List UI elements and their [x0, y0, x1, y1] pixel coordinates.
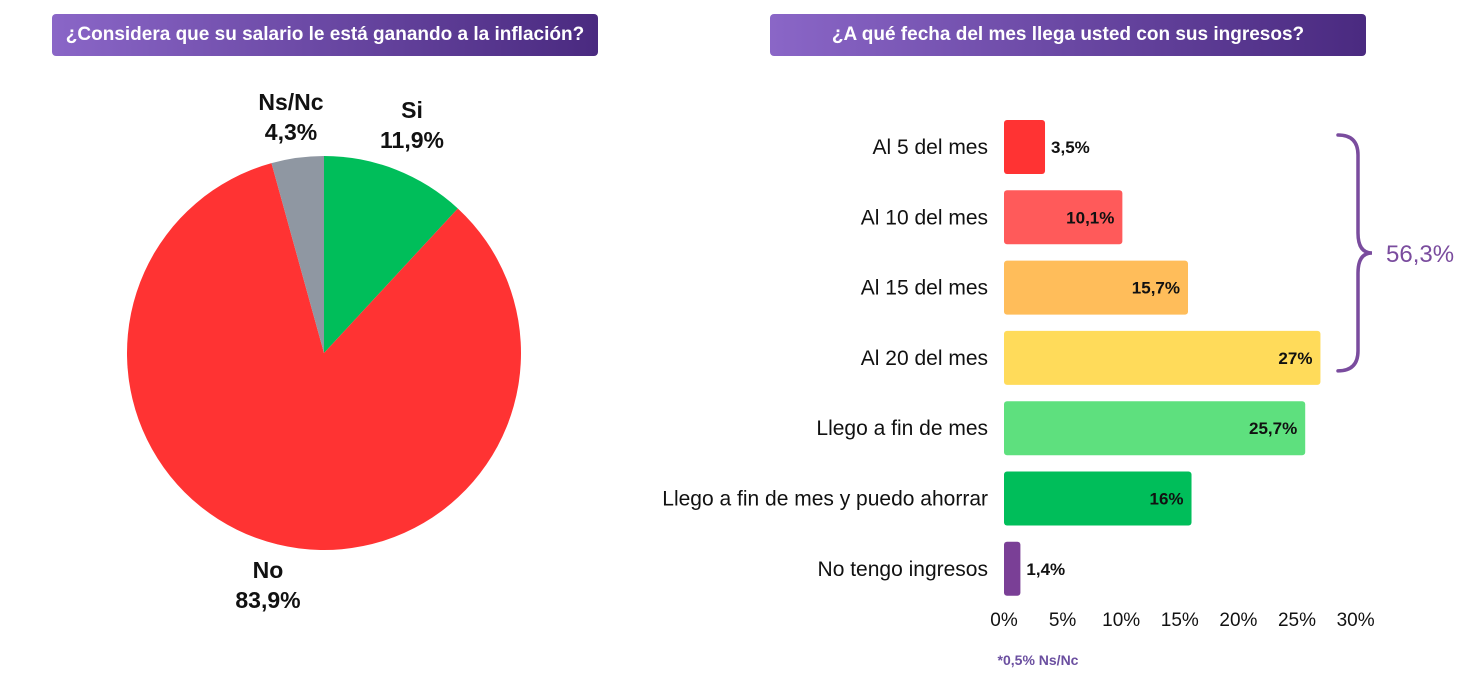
category-label-al-15-del-mes: Al 15 del mes: [861, 277, 988, 300]
category-label-al-10-del-mes: Al 10 del mes: [861, 206, 988, 229]
category-label-al-20-del-mes: Al 20 del mes: [861, 347, 988, 370]
footnote: *0,5% Ns/Nc: [998, 652, 1079, 668]
bar-llego-a-fin-de-mes-y-puedo-ahorrar: [1004, 471, 1192, 526]
bar-no-tengo-ingresos: [1004, 541, 1021, 596]
value-label-al-5-del-mes: 3,5%: [1051, 138, 1090, 157]
bar-al-15-del-mes: [1004, 260, 1189, 315]
category-label-llego-a-fin-de-mes-y-puedo-ahorrar: Llego a fin de mes y puedo ahorrar: [662, 488, 988, 511]
pie-slice-no: [126, 163, 521, 550]
bar-al-10-del-mes: [1004, 190, 1123, 245]
pie-value-no: 83,9%: [235, 587, 300, 613]
value-label-no-tengo-ingresos: 1,4%: [1026, 560, 1065, 579]
x-tick-20: 20%: [1219, 610, 1257, 631]
value-label-llego-a-fin-de-mes: 25,7%: [1249, 419, 1297, 438]
pie-label-no: No: [253, 557, 284, 583]
bracket: [1336, 133, 1373, 373]
x-tick-25: 25%: [1278, 610, 1316, 631]
pie-value-ns-nc: 4,3%: [265, 119, 317, 145]
category-label-no-tengo-ingresos: No tengo ingresos: [818, 558, 988, 581]
bar-llego-a-fin-de-mes: [1004, 401, 1306, 456]
value-label-al-15-del-mes: 15,7%: [1132, 279, 1180, 298]
value-label-al-20-del-mes: 27%: [1278, 349, 1312, 368]
bracket-label: 56,3%: [1386, 241, 1454, 268]
category-label-al-5-del-mes: Al 5 del mes: [872, 136, 988, 159]
value-label-al-10-del-mes: 10,1%: [1066, 208, 1114, 227]
pie-value-si: 11,9%: [380, 127, 444, 153]
pie-chart-title: ¿Considera que su salario le está ganand…: [52, 14, 598, 56]
pie-label-ns-nc: Ns/Nc: [258, 89, 323, 115]
x-tick-0: 0%: [990, 610, 1018, 631]
bar-al-5-del-mes: [1004, 120, 1046, 174]
x-tick-5: 5%: [1049, 610, 1077, 631]
pie-slice-si: [324, 156, 458, 353]
x-tick-15: 15%: [1161, 610, 1199, 631]
x-tick-10: 10%: [1102, 610, 1140, 631]
value-label-llego-a-fin-de-mes-y-puedo-ahorrar: 16%: [1149, 490, 1183, 509]
pie-slice-ns-nc: [271, 156, 324, 353]
pie-label-si: Si: [401, 97, 423, 123]
category-label-llego-a-fin-de-mes: Llego a fin de mes: [816, 417, 988, 440]
bar-al-20-del-mes: [1004, 330, 1321, 385]
bar-chart-title: ¿A qué fecha del mes llega usted con sus…: [770, 14, 1366, 56]
x-tick-30: 30%: [1337, 610, 1375, 631]
